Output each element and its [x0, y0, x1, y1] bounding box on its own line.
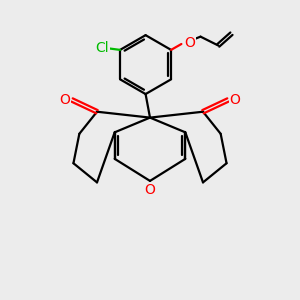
Text: O: O — [145, 183, 155, 197]
Text: Cl: Cl — [95, 41, 109, 56]
Text: O: O — [230, 93, 240, 107]
Text: O: O — [60, 93, 70, 107]
Text: O: O — [184, 35, 195, 50]
